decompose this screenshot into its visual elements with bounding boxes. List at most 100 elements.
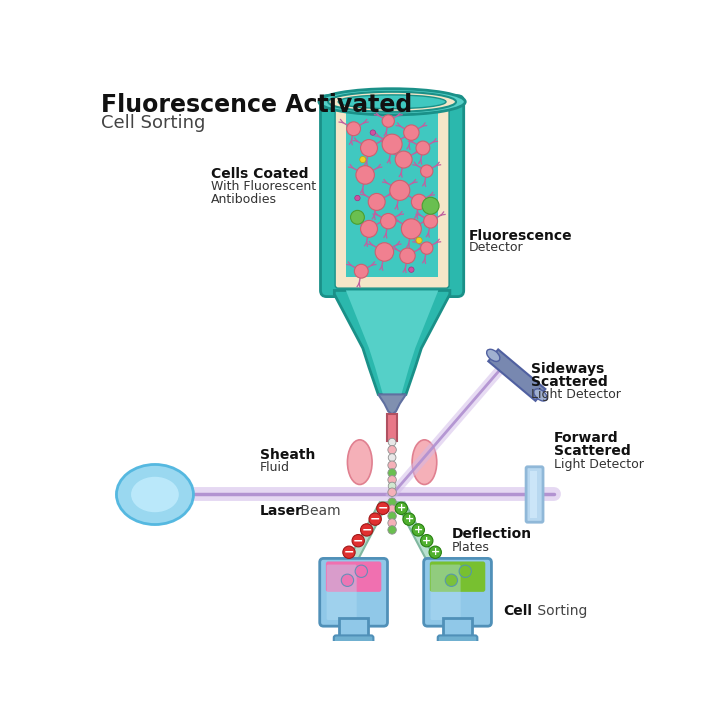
Circle shape	[360, 156, 366, 163]
Text: Sideways: Sideways	[531, 362, 604, 376]
Ellipse shape	[412, 440, 437, 485]
Circle shape	[355, 565, 367, 577]
Text: Scattered: Scattered	[531, 375, 608, 389]
Circle shape	[343, 546, 355, 559]
Text: +: +	[397, 503, 406, 513]
Circle shape	[355, 195, 360, 201]
Text: +: +	[405, 514, 414, 524]
FancyBboxPatch shape	[526, 467, 543, 522]
Polygon shape	[378, 395, 406, 415]
Circle shape	[348, 644, 359, 655]
FancyBboxPatch shape	[423, 559, 492, 626]
Circle shape	[377, 503, 389, 515]
Text: Fluid: Fluid	[260, 462, 289, 474]
Ellipse shape	[117, 464, 194, 525]
Polygon shape	[334, 503, 388, 585]
Circle shape	[429, 546, 441, 559]
Circle shape	[388, 438, 396, 446]
Circle shape	[452, 644, 463, 655]
Ellipse shape	[319, 89, 465, 115]
Circle shape	[422, 197, 439, 215]
Circle shape	[382, 115, 395, 127]
Circle shape	[356, 166, 374, 184]
Circle shape	[351, 210, 364, 224]
Circle shape	[403, 513, 415, 526]
FancyBboxPatch shape	[320, 96, 464, 297]
FancyBboxPatch shape	[431, 564, 461, 620]
Text: −: −	[361, 523, 372, 536]
Circle shape	[388, 469, 396, 477]
Circle shape	[361, 523, 373, 536]
Circle shape	[445, 574, 457, 586]
Circle shape	[420, 534, 433, 547]
FancyBboxPatch shape	[326, 562, 382, 592]
Text: −: −	[343, 546, 354, 559]
Text: −: −	[377, 502, 388, 515]
Circle shape	[411, 194, 427, 210]
Circle shape	[388, 518, 396, 527]
Circle shape	[409, 267, 414, 272]
Circle shape	[390, 180, 410, 200]
Circle shape	[361, 140, 377, 156]
Bar	[443, 618, 472, 639]
Text: Deflection: Deflection	[452, 527, 532, 541]
Circle shape	[401, 219, 421, 239]
Text: Light Detector: Light Detector	[531, 388, 621, 401]
Ellipse shape	[328, 91, 456, 112]
FancyBboxPatch shape	[335, 102, 449, 288]
Circle shape	[388, 446, 396, 454]
FancyBboxPatch shape	[327, 564, 356, 620]
Circle shape	[395, 151, 412, 168]
Circle shape	[412, 523, 425, 536]
Text: Sheath: Sheath	[260, 449, 315, 462]
Text: Forward: Forward	[554, 431, 618, 446]
Circle shape	[368, 194, 385, 210]
Circle shape	[459, 565, 472, 577]
FancyBboxPatch shape	[430, 562, 485, 592]
Circle shape	[388, 482, 396, 490]
Text: Detector: Detector	[469, 241, 523, 254]
Ellipse shape	[131, 477, 179, 512]
Circle shape	[388, 476, 396, 484]
Text: Laser: Laser	[260, 504, 302, 518]
Text: +: +	[414, 525, 423, 535]
Text: Fluorescence: Fluorescence	[469, 229, 572, 243]
Ellipse shape	[348, 440, 372, 485]
FancyBboxPatch shape	[334, 636, 374, 654]
Circle shape	[404, 125, 419, 140]
Bar	[339, 618, 368, 639]
Ellipse shape	[338, 95, 446, 109]
Circle shape	[400, 248, 415, 264]
Polygon shape	[396, 503, 450, 585]
Circle shape	[416, 141, 430, 155]
Text: +: +	[422, 536, 431, 546]
Circle shape	[388, 454, 396, 462]
Text: With Fluorescent: With Fluorescent	[211, 180, 316, 194]
Circle shape	[375, 243, 394, 261]
Circle shape	[388, 505, 396, 513]
Circle shape	[388, 461, 396, 469]
Circle shape	[352, 534, 364, 547]
Text: Cells Coated: Cells Coated	[211, 167, 309, 181]
Text: Cell Sorting: Cell Sorting	[101, 114, 205, 132]
Text: Antibodies: Antibodies	[211, 193, 277, 206]
Bar	[346, 112, 438, 277]
Circle shape	[388, 488, 396, 496]
Circle shape	[346, 122, 361, 135]
Circle shape	[395, 503, 408, 515]
Circle shape	[369, 513, 382, 526]
Circle shape	[381, 213, 396, 229]
Circle shape	[423, 215, 438, 228]
Polygon shape	[346, 290, 438, 395]
Text: Fluorescence Activated: Fluorescence Activated	[101, 93, 413, 117]
Ellipse shape	[487, 349, 500, 361]
Bar	[387, 415, 397, 441]
Ellipse shape	[534, 389, 547, 401]
Text: Plates: Plates	[452, 541, 490, 554]
FancyBboxPatch shape	[320, 559, 387, 626]
Text: Cell: Cell	[504, 604, 533, 618]
Bar	[530, 472, 537, 518]
Circle shape	[341, 574, 354, 586]
Circle shape	[420, 242, 433, 254]
Text: Scattered: Scattered	[554, 444, 631, 459]
